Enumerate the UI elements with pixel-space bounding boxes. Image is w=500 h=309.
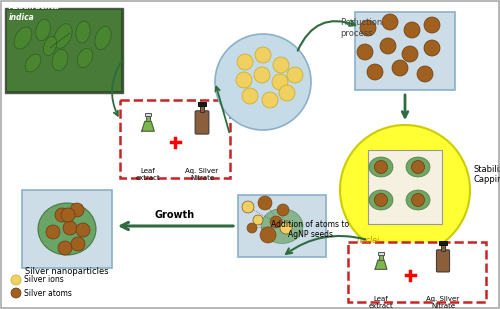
Circle shape <box>412 193 424 206</box>
Bar <box>355 12 455 90</box>
Circle shape <box>382 14 398 30</box>
Ellipse shape <box>261 209 303 243</box>
Bar <box>200 105 204 112</box>
Bar <box>7 10 121 91</box>
Text: Leaf
extract: Leaf extract <box>136 168 160 181</box>
Circle shape <box>273 57 289 73</box>
Circle shape <box>367 64 383 80</box>
Bar <box>238 195 326 257</box>
Ellipse shape <box>38 203 96 255</box>
Bar <box>198 102 206 106</box>
Text: Silver ions: Silver ions <box>24 276 64 285</box>
Polygon shape <box>142 121 154 131</box>
Circle shape <box>260 227 276 243</box>
Ellipse shape <box>95 27 111 49</box>
Ellipse shape <box>406 157 430 177</box>
Circle shape <box>272 74 288 90</box>
FancyBboxPatch shape <box>436 250 450 272</box>
Circle shape <box>424 17 440 33</box>
Bar <box>368 150 442 224</box>
Circle shape <box>70 203 84 217</box>
Circle shape <box>277 204 289 216</box>
Circle shape <box>258 196 272 210</box>
Circle shape <box>404 22 420 38</box>
Circle shape <box>11 288 21 298</box>
Circle shape <box>71 237 85 251</box>
Circle shape <box>242 88 258 104</box>
Ellipse shape <box>52 49 68 71</box>
Circle shape <box>417 66 433 82</box>
Circle shape <box>254 67 270 83</box>
Ellipse shape <box>78 49 92 68</box>
Ellipse shape <box>54 24 72 48</box>
Ellipse shape <box>369 157 393 177</box>
Circle shape <box>340 125 470 255</box>
Circle shape <box>61 208 75 222</box>
Circle shape <box>380 38 396 54</box>
Circle shape <box>287 67 303 83</box>
Ellipse shape <box>369 190 393 210</box>
Text: Aq. Silver
Nitrate: Aq. Silver Nitrate <box>426 296 460 309</box>
Ellipse shape <box>44 36 57 56</box>
Bar <box>379 254 383 260</box>
Text: Silver atoms: Silver atoms <box>24 289 72 298</box>
Circle shape <box>270 216 282 228</box>
Circle shape <box>237 54 253 70</box>
Ellipse shape <box>14 27 32 49</box>
Text: Aq. Silver
Nitrate: Aq. Silver Nitrate <box>186 168 218 181</box>
Text: Growth: Growth <box>155 210 195 220</box>
Bar <box>145 113 151 116</box>
Circle shape <box>253 215 263 225</box>
Circle shape <box>424 40 440 56</box>
Circle shape <box>11 275 21 285</box>
Circle shape <box>392 60 408 76</box>
Bar <box>22 190 112 268</box>
Text: Silver nanoparticles: Silver nanoparticles <box>25 267 109 276</box>
Bar <box>440 241 447 245</box>
Circle shape <box>236 72 252 88</box>
Circle shape <box>280 222 292 234</box>
Text: Azadirachta
indica: Azadirachta indica <box>9 2 60 22</box>
Circle shape <box>58 241 72 255</box>
Circle shape <box>374 193 388 206</box>
Bar <box>146 115 150 121</box>
Ellipse shape <box>76 21 90 43</box>
Polygon shape <box>375 260 387 269</box>
Bar <box>378 252 384 255</box>
Circle shape <box>215 34 311 130</box>
Circle shape <box>55 208 69 222</box>
Circle shape <box>360 20 376 36</box>
Ellipse shape <box>406 190 430 210</box>
Ellipse shape <box>36 19 51 41</box>
Bar <box>348 242 486 302</box>
Circle shape <box>374 160 388 173</box>
Circle shape <box>402 46 418 62</box>
Circle shape <box>357 44 373 60</box>
Circle shape <box>63 221 77 235</box>
Circle shape <box>255 47 271 63</box>
Bar <box>441 245 446 251</box>
FancyBboxPatch shape <box>195 111 209 134</box>
Circle shape <box>279 85 295 101</box>
Text: nuclei: nuclei <box>357 236 380 245</box>
Circle shape <box>242 201 254 213</box>
Circle shape <box>76 223 90 237</box>
Bar <box>120 100 230 178</box>
Bar <box>5 8 123 93</box>
Circle shape <box>247 223 257 233</box>
Text: Leaf
extract: Leaf extract <box>368 296 394 309</box>
Text: Stabilizing
Capping: Stabilizing Capping <box>473 165 500 184</box>
Text: Addition of atoms to
AgNP seeds: Addition of atoms to AgNP seeds <box>271 220 349 239</box>
Ellipse shape <box>25 54 41 72</box>
Circle shape <box>412 160 424 173</box>
Circle shape <box>262 92 278 108</box>
Circle shape <box>46 225 60 239</box>
Text: Reduction
process: Reduction process <box>340 18 382 38</box>
